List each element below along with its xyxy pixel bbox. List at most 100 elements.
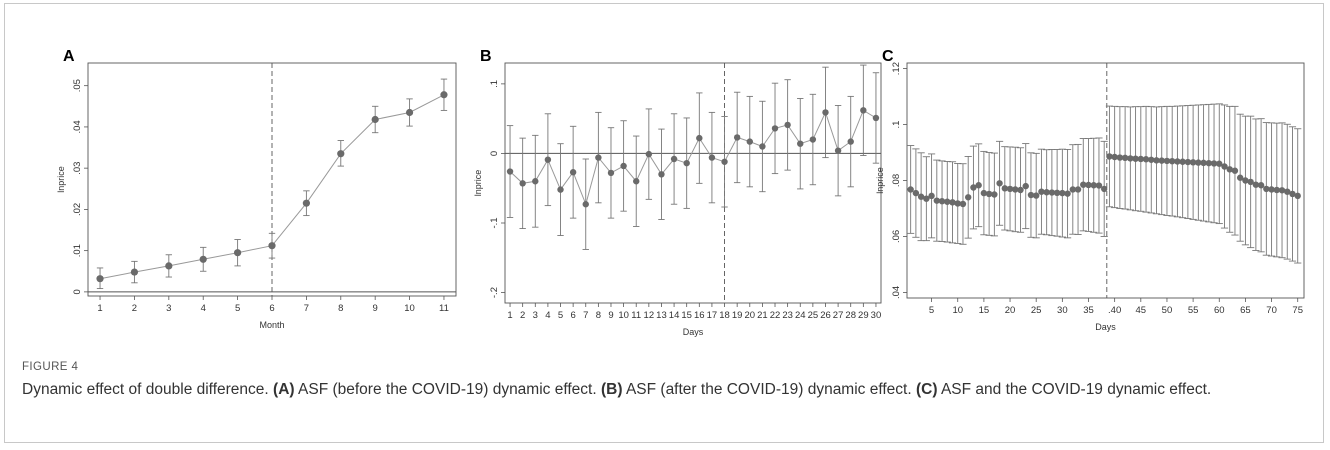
data-point (1090, 182, 1097, 189)
data-point (1127, 155, 1134, 162)
data-point (809, 136, 817, 143)
caption-tag-c: (C) (915, 381, 938, 398)
y-axis-title: lnprice (875, 167, 885, 194)
x-tick-label: 22 (770, 310, 781, 321)
x-tick-label: 24 (795, 310, 806, 321)
x-tick-label: 25 (1031, 305, 1042, 316)
panel-b: B-.2-.10.11 2 3 4 5 6 7 8 9 10 11 12 13 14 15 16 17 18 19 2… (473, 48, 882, 337)
panel-label: C (882, 48, 894, 65)
x-tick-label: 4 (545, 310, 550, 321)
data-point (234, 249, 242, 257)
x-tick-label: 55 (1188, 305, 1199, 316)
x-tick-label: 9 (373, 303, 378, 314)
x-tick-label: 28 (845, 310, 856, 321)
x-tick-label: 1 (507, 310, 512, 321)
data-point (872, 114, 880, 122)
data-point (1111, 153, 1118, 161)
data-point (1278, 187, 1286, 194)
caption-tag-a: (A) (273, 381, 295, 398)
data-point (1174, 158, 1181, 165)
data-point (544, 156, 552, 163)
data-point (797, 140, 804, 147)
panel-a: A 0 .01 .02 .03 .04 .05 1 2 3 4 5 6 7 8 9 10 11 Month lnpri… (56, 48, 457, 330)
y-tick-label: 0 (489, 151, 500, 156)
panel-label: B (480, 48, 492, 65)
data-point (165, 262, 173, 270)
data-point (1148, 156, 1155, 163)
data-point (1069, 186, 1077, 193)
caption-intro: Dynamic effect of double difference. (22, 381, 269, 398)
x-tick-label: 5 (929, 305, 934, 316)
x-tick-label: 18 (719, 310, 730, 321)
x-tick-label: 7 (583, 310, 588, 321)
data-point (1268, 186, 1275, 193)
data-point (954, 200, 961, 207)
data-point (633, 178, 640, 185)
data-point (923, 195, 930, 202)
data-point (928, 192, 935, 200)
data-point (1017, 186, 1024, 194)
data-point (980, 189, 988, 197)
data-point (1048, 189, 1056, 196)
x-tick-label: .40 (1108, 305, 1121, 316)
data-point (708, 154, 716, 161)
x-tick-label: 45 (1136, 305, 1147, 316)
data-point (1074, 186, 1082, 193)
data-point (1210, 160, 1218, 167)
data-point (337, 150, 345, 158)
data-point (440, 91, 448, 99)
data-point (582, 201, 589, 208)
data-point (1038, 188, 1045, 195)
data-point (1294, 192, 1301, 200)
x-axis-title: Days (1095, 322, 1116, 332)
data-point (1200, 159, 1207, 167)
caption-text-b: ASF (after the COVID-19) dynamic effect. (625, 381, 912, 398)
x-tick-label: 3 (166, 303, 171, 314)
data-point (1289, 190, 1296, 198)
x-tick-label: 27 (833, 310, 844, 321)
x-tick-label: 70 (1266, 305, 1277, 316)
data-point (944, 198, 951, 205)
x-tick-label: 8 (596, 310, 601, 321)
y-tick-label: .02 (72, 203, 83, 216)
x-tick-label: 19 (732, 310, 743, 321)
data-point (1132, 155, 1139, 162)
y-tick-label: .12 (891, 62, 902, 75)
y-tick-label: .01 (72, 244, 83, 257)
x-tick-label: 60 (1214, 305, 1225, 316)
data-point (907, 186, 914, 193)
y-tick-label: -.2 (489, 287, 500, 298)
data-point (784, 121, 791, 129)
data-point (917, 193, 925, 200)
data-point (1153, 157, 1160, 164)
x-tick-label: 14 (669, 310, 680, 321)
data-point (658, 171, 665, 178)
data-point (1100, 185, 1108, 193)
y-tick-label: .06 (891, 230, 902, 243)
data-point (595, 154, 602, 161)
x-tick-label: 10 (618, 310, 629, 321)
series-line (509, 109, 877, 206)
data-point (996, 180, 1003, 187)
caption-tag-b: (B) (600, 381, 623, 398)
x-tick-label: 4 (201, 303, 206, 314)
x-tick-label: 13 (656, 310, 667, 321)
data-point (912, 189, 920, 197)
data-point (1142, 156, 1150, 163)
x-tick-label: 65 (1240, 305, 1251, 316)
x-tick-label: 6 (570, 310, 575, 321)
x-axis-title: Month (259, 320, 284, 330)
x-tick-label: 16 (694, 310, 705, 321)
data-point (746, 138, 753, 145)
data-point (1184, 158, 1192, 166)
data-point (1247, 178, 1254, 186)
x-tick-label: 15 (979, 305, 990, 316)
y-axis-title: lnprice (473, 170, 483, 197)
data-point (1257, 182, 1265, 189)
data-point (302, 199, 310, 207)
data-point (975, 182, 982, 189)
x-tick-label: 9 (608, 310, 613, 321)
data-point (959, 200, 967, 208)
plot-frame (504, 62, 882, 304)
figure-caption: Dynamic effect of double difference. (A)… (22, 379, 1302, 400)
